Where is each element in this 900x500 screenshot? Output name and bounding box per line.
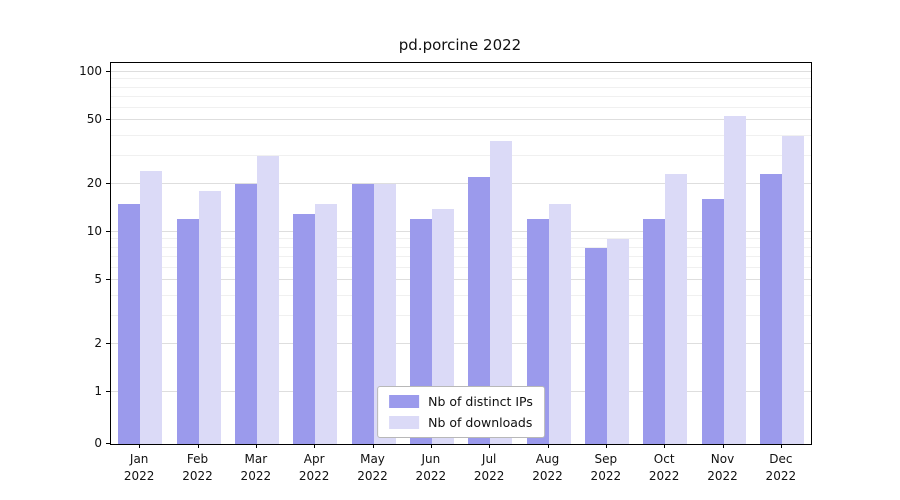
x-tick-label-nov: Nov 2022 (707, 452, 738, 484)
gridline-3 (111, 314, 811, 316)
x-tick-mark (780, 444, 782, 448)
bar-downloads-jan (140, 171, 163, 444)
bar-downloads-jun (431, 208, 454, 444)
x-tick-mark (197, 444, 199, 448)
y-tick-label-50: 50 (86, 112, 102, 127)
bar-distinct-ips-dec (759, 174, 782, 444)
legend-label-distinct-ips: Nb of distinct IPs (428, 394, 533, 409)
bar-downloads-feb (198, 191, 221, 444)
bar-distinct-ips-sep (584, 247, 607, 444)
x-tick-mark (255, 444, 257, 448)
x-tick-label-feb: Feb 2022 (182, 452, 213, 484)
y-tick-mark (106, 119, 110, 121)
gridline-4 (111, 294, 811, 296)
gridline-6 (111, 266, 811, 268)
plot-area: Nb of distinct IPs Nb of downloads (110, 62, 812, 445)
gridline-5 (111, 279, 811, 281)
legend-item-downloads: Nb of downloads (389, 415, 533, 430)
legend: Nb of distinct IPs Nb of downloads (377, 386, 545, 438)
x-tick-label-apr: Apr 2022 (298, 452, 330, 484)
gridline-30 (111, 154, 811, 156)
legend-swatch-downloads-icon (389, 416, 420, 429)
x-tick-label-dec: Dec 2022 (765, 452, 797, 484)
y-tick-mark (106, 231, 110, 232)
bar-downloads-jul (490, 141, 513, 444)
x-tick-mark (605, 444, 607, 448)
legend-label-downloads: Nb of downloads (428, 415, 533, 430)
y-tick-mark (106, 443, 110, 444)
legend-item-distinct-ips: Nb of distinct IPs (389, 394, 533, 409)
gridline-70 (111, 95, 811, 97)
y-tick-label-5: 5 (94, 272, 102, 287)
bar-downloads-nov (723, 116, 746, 444)
gridline-40 (111, 134, 811, 136)
x-tick-label-oct: Oct 2022 (648, 452, 680, 484)
x-tick-label-mar: Mar 2022 (240, 452, 272, 484)
gridline-9 (111, 238, 811, 240)
gridline-20 (111, 182, 811, 184)
gridline-100 (111, 71, 811, 72)
bar-distinct-ips-apr (293, 213, 316, 444)
bar-distinct-ips-nov (701, 199, 724, 444)
x-tick-mark (430, 444, 432, 448)
y-tick-mark (106, 279, 110, 281)
y-tick-mark (106, 342, 110, 344)
y-tick-label-0: 0 (94, 436, 102, 450)
x-tick-mark (139, 444, 141, 448)
bar-distinct-ips-jan (118, 203, 141, 444)
gridline-90 (111, 78, 811, 80)
bar-distinct-ips-mar (234, 183, 257, 444)
y-tick-label-10: 10 (86, 224, 102, 238)
x-tick-mark (547, 444, 549, 448)
x-tick-mark (664, 444, 666, 448)
x-tick-mark (372, 444, 374, 448)
y-tick-label-100: 100 (79, 64, 102, 78)
bar-downloads-oct (665, 174, 688, 444)
y-tick-mark (106, 182, 110, 184)
x-tick-mark (489, 444, 491, 448)
x-tick-mark (314, 444, 316, 448)
bar-distinct-ips-jul (468, 177, 491, 444)
bar-distinct-ips-may (351, 183, 374, 444)
bar-distinct-ips-oct (643, 219, 666, 444)
x-tick-label-jan: Jan 2022 (123, 452, 155, 484)
bar-downloads-may (373, 183, 396, 444)
gridline-50 (111, 119, 811, 121)
bar-distinct-ips-feb (176, 219, 199, 444)
gridline-80 (111, 86, 811, 88)
x-tick-label-aug: Aug 2022 (532, 452, 563, 484)
x-tick-label-jul: Jul 2022 (473, 452, 505, 484)
x-tick-label-may: May 2022 (357, 452, 388, 484)
gridline-10 (111, 231, 811, 232)
gridline-8 (111, 246, 811, 248)
bar-downloads-dec (781, 135, 804, 444)
bar-downloads-aug (548, 203, 571, 444)
x-tick-label-jun: Jun 2022 (415, 452, 447, 484)
y-tick-label-1: 1 (94, 384, 102, 398)
x-tick-label-sep: Sep 2022 (590, 452, 622, 484)
legend-swatch-distinct-ips-icon (389, 395, 420, 408)
y-tick-mark (106, 71, 110, 72)
bar-downloads-mar (256, 155, 279, 444)
x-tick-mark (722, 444, 724, 448)
gridline-60 (111, 106, 811, 108)
gridline-2 (111, 342, 811, 344)
chart-title: pd.porcine 2022 (398, 36, 522, 54)
y-tick-label-20: 20 (86, 175, 102, 190)
gridline-7 (111, 255, 811, 257)
y-tick-mark (106, 391, 110, 392)
y-tick-label-2: 2 (94, 335, 102, 350)
bar-downloads-apr (315, 203, 338, 444)
bar-downloads-sep (606, 239, 629, 444)
